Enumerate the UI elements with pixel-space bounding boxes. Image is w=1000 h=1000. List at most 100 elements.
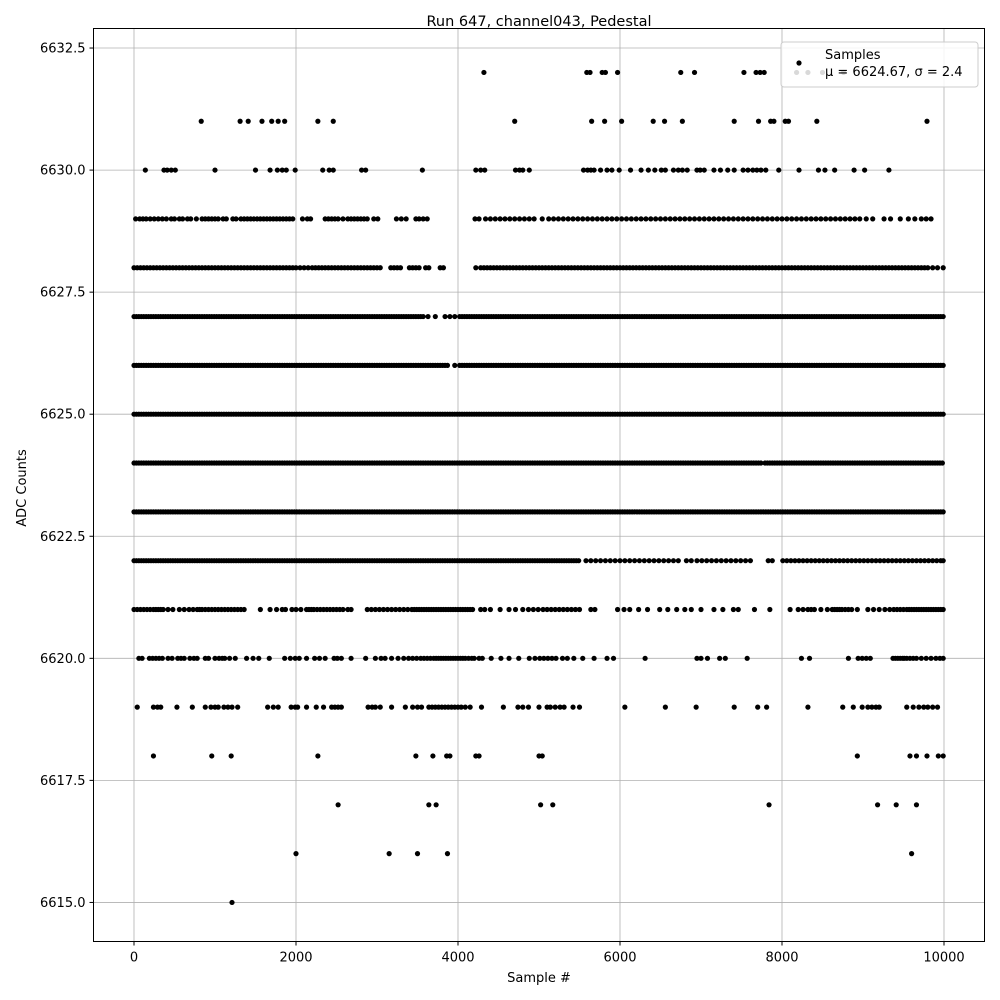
data-point [482,167,488,173]
data-point [401,606,407,613]
data-point [502,216,508,222]
data-point [717,655,723,661]
data-point [907,753,913,759]
data-point [552,606,558,613]
data-point [716,216,722,222]
data-point [731,704,737,710]
data-point [905,216,911,222]
data-point [273,606,280,613]
data-point [420,216,426,222]
data-point [656,558,662,564]
data-point [330,118,336,124]
data-point [806,655,813,661]
data-point [134,704,140,710]
data-point [930,265,936,271]
data-point [617,558,623,564]
data-point [769,216,775,222]
data-point [232,655,238,661]
data-point [870,606,877,613]
data-point [163,216,169,222]
data-point [604,167,610,173]
data-point [301,265,307,271]
data-point [940,313,946,320]
y-tick-label: 6615.0 [40,896,86,911]
data-point [745,216,751,222]
data-point [940,265,946,271]
data-point [189,704,195,710]
data-point [730,606,737,613]
data-point [397,265,404,271]
data-point [378,655,384,661]
data-point [815,167,822,173]
x-tick-label: 0 [130,951,138,966]
data-point [472,216,478,222]
data-point [430,753,436,759]
data-point [780,558,786,564]
data-point [372,655,378,661]
data-point [759,216,766,222]
data-point [256,655,262,661]
data-point [576,704,583,710]
data-point [250,655,256,661]
data-point [800,558,806,564]
data-point [235,704,241,710]
data-point [520,167,526,173]
data-point [754,167,760,173]
data-point [796,558,802,564]
data-point [818,606,824,613]
data-point [678,69,684,76]
data-point [849,606,855,613]
data-point [870,216,876,222]
data-point [133,216,139,222]
data-point [723,558,729,564]
data-point [545,655,551,661]
data-point [776,167,782,173]
data-point [403,216,409,222]
data-point [675,167,681,173]
data-point [243,655,250,661]
data-point [416,265,422,271]
data-point [158,704,164,710]
data-point [708,558,715,564]
data-point [867,655,873,661]
data-point [697,167,703,173]
data-point [363,167,369,173]
data-point [597,558,604,564]
data-point [416,216,422,222]
data-point [440,265,447,271]
data-point [893,802,899,808]
data-point [293,265,299,271]
data-point [934,558,940,564]
data-point [740,167,746,173]
data-point [539,753,545,759]
data-point [512,216,518,222]
data-point [444,851,451,857]
data-point [850,704,856,710]
data-point [876,606,882,613]
y-tick-label: 6632.5 [40,42,86,57]
data-point [500,704,506,710]
data-point [282,606,289,613]
data-point [767,606,773,613]
data-point [425,313,431,320]
data-point [479,655,485,661]
data-point [384,606,391,613]
data-point [530,606,536,613]
data-point [764,216,771,222]
data-point [139,655,145,661]
data-point [602,69,609,76]
data-point [315,118,321,124]
data-point [180,216,186,222]
data-point [532,655,538,661]
data-point [580,655,586,661]
data-point [215,704,221,710]
data-point [857,558,863,564]
data-point [315,753,321,759]
legend: Samples μ = 6624.67, σ = 2.4 [780,41,979,88]
data-point [787,606,793,613]
data-point [631,558,638,564]
data-point [299,216,306,222]
data-point [432,313,438,320]
chart-title: Run 647, channel043, Pedestal [426,14,651,30]
data-point [853,558,859,564]
